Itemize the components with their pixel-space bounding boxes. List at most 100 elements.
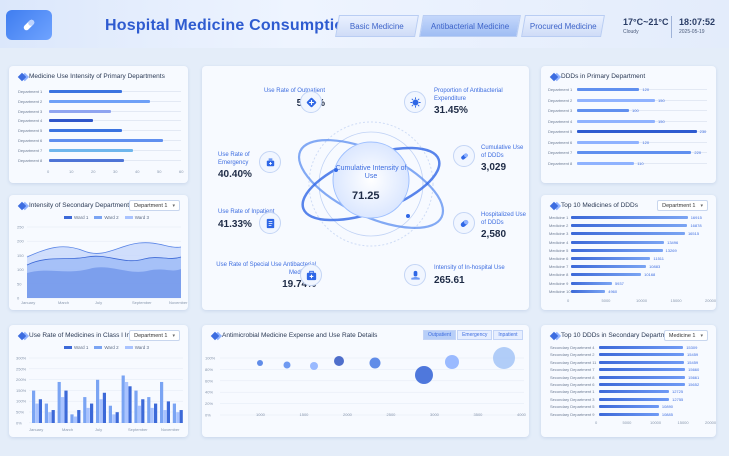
tab-basic-medicine[interactable]: Basic Medicine (335, 15, 419, 37)
bar[interactable] (49, 129, 122, 133)
tab-procured-medicine[interactable]: Procured Medicine (521, 15, 605, 37)
bar[interactable] (599, 390, 669, 394)
bar[interactable] (571, 273, 642, 277)
bar[interactable] (44, 403, 48, 423)
bubble[interactable] (445, 355, 459, 369)
bar[interactable] (172, 403, 176, 423)
bar[interactable] (86, 407, 90, 423)
bar[interactable] (147, 397, 151, 423)
bar[interactable] (150, 407, 154, 423)
bar[interactable] (108, 405, 112, 423)
bar[interactable] (160, 381, 164, 423)
bar[interactable] (571, 232, 685, 236)
bar-label: Medicine 1 (549, 215, 569, 220)
bar[interactable] (99, 399, 103, 423)
bar[interactable] (571, 265, 647, 269)
tab-outpatient[interactable]: Outpatient (423, 330, 457, 340)
bar[interactable] (64, 390, 68, 423)
bubble[interactable] (493, 347, 515, 369)
card-title: Top 10 Medicines of DDDs (561, 202, 638, 209)
bar[interactable] (102, 392, 106, 423)
bar[interactable] (49, 158, 124, 162)
bar[interactable] (134, 390, 138, 423)
bar[interactable] (83, 397, 87, 423)
axis-tick: July (95, 300, 102, 305)
bar[interactable] (179, 410, 183, 423)
bubble[interactable] (283, 361, 291, 369)
bar[interactable] (577, 140, 640, 144)
bubble[interactable] (369, 357, 381, 369)
bar[interactable] (49, 109, 111, 113)
bar[interactable] (166, 401, 170, 423)
bar[interactable] (51, 410, 55, 423)
bar[interactable] (128, 386, 132, 423)
axis-tick: 1500 (300, 412, 310, 417)
axis-tick: 2500 (387, 412, 397, 417)
bar[interactable] (571, 216, 688, 219)
bar[interactable] (571, 257, 651, 260)
bar[interactable] (571, 224, 688, 228)
bar[interactable] (137, 405, 141, 423)
bubble[interactable] (257, 360, 263, 366)
bar[interactable] (577, 130, 697, 133)
bar[interactable] (90, 403, 94, 423)
department-select[interactable]: Department 1 ▾ (129, 330, 180, 341)
axis-tick: 3500 (474, 412, 484, 417)
medicine-select[interactable]: Medicine 1 ▾ (663, 330, 708, 341)
bar[interactable] (599, 353, 685, 357)
bar[interactable] (154, 403, 158, 423)
tab-inpatient[interactable]: Inpatient (493, 330, 523, 340)
bubble[interactable] (334, 356, 344, 366)
bar[interactable] (121, 375, 125, 423)
bar[interactable] (141, 399, 145, 423)
tab-antibacterial-medicine[interactable]: Antibacterial Medicine (419, 15, 521, 37)
bar[interactable] (571, 281, 612, 285)
bar[interactable] (599, 368, 686, 372)
axis-tick: 200 (17, 239, 24, 244)
bar[interactable] (57, 381, 61, 423)
bar[interactable] (577, 151, 692, 154)
bar-value: 120 (642, 87, 650, 92)
bar[interactable] (70, 414, 74, 423)
bar[interactable] (48, 412, 52, 423)
bar[interactable] (35, 403, 39, 423)
bar[interactable] (599, 397, 670, 401)
bar[interactable] (73, 416, 77, 423)
bar[interactable] (77, 410, 81, 423)
bar[interactable] (599, 346, 684, 349)
bar[interactable] (571, 248, 663, 252)
bar[interactable] (577, 109, 629, 112)
bar[interactable] (599, 405, 659, 409)
bar[interactable] (125, 381, 129, 423)
bar[interactable] (32, 390, 36, 423)
bubble[interactable] (415, 366, 433, 384)
bar[interactable] (577, 88, 640, 91)
department-select[interactable]: Department 1 ▾ (657, 200, 708, 211)
bar[interactable] (599, 360, 685, 364)
bar[interactable] (49, 119, 93, 123)
bar[interactable] (571, 240, 665, 244)
bar[interactable] (112, 414, 116, 423)
bar[interactable] (96, 379, 100, 423)
bar[interactable] (163, 410, 167, 423)
bar[interactable] (599, 383, 686, 386)
bar[interactable] (577, 98, 655, 102)
axis-tick: 50 (157, 169, 162, 175)
bar[interactable] (176, 412, 180, 423)
bar[interactable] (38, 399, 42, 423)
bar[interactable] (599, 375, 686, 379)
bubble[interactable] (310, 362, 318, 370)
bar[interactable] (61, 397, 65, 423)
bar[interactable] (115, 412, 119, 423)
bar[interactable] (577, 161, 635, 165)
bar[interactable] (49, 99, 151, 103)
bar-value: 10885 (661, 411, 673, 417)
bar[interactable] (49, 148, 133, 152)
bar[interactable] (577, 119, 655, 123)
tab-emergency[interactable]: Emergency (457, 330, 493, 340)
bar[interactable] (599, 412, 659, 416)
bar[interactable] (571, 289, 606, 293)
bar[interactable] (49, 90, 122, 93)
bar[interactable] (49, 139, 164, 142)
department-select[interactable]: Department 1 ▾ (129, 200, 180, 211)
